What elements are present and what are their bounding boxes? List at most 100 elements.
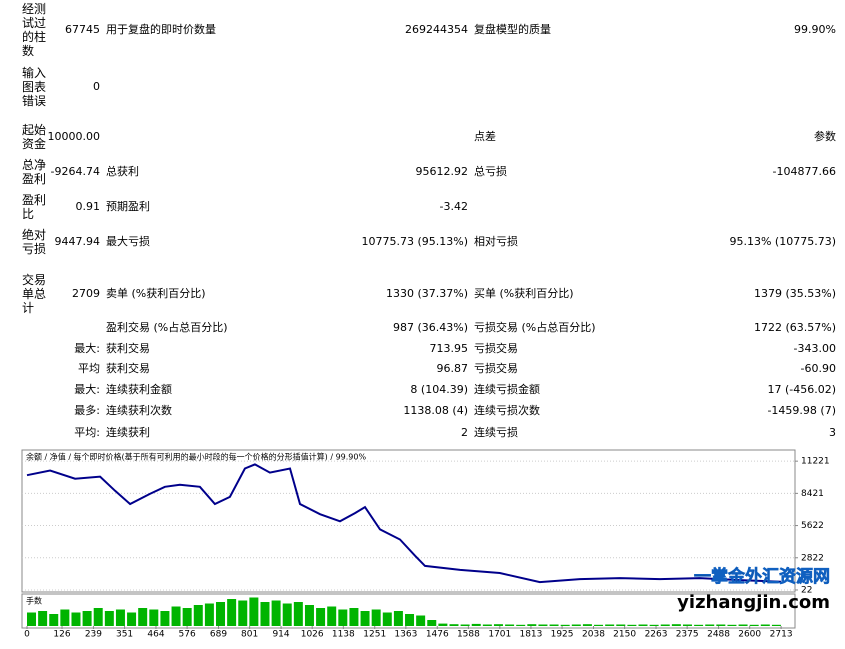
volume-bar: [638, 624, 648, 626]
volume-bar: [405, 614, 415, 626]
y-tick-label: 22: [801, 585, 812, 595]
x-tick-label: 239: [85, 630, 102, 640]
volume-bar: [338, 609, 348, 626]
volume-bar: [605, 624, 615, 626]
report-value: -3.42: [439, 200, 468, 213]
x-tick-label: 2263: [645, 630, 668, 640]
volume-bar: [49, 614, 59, 626]
report-label: 总获利: [106, 165, 139, 178]
x-tick-label: 1588: [457, 630, 480, 640]
report-value: 最大:: [74, 383, 100, 396]
volume-label: 手数: [26, 596, 42, 606]
report-label: 总亏损: [474, 165, 507, 178]
y-tick-label: 8421: [801, 489, 824, 499]
volume-bar: [671, 624, 681, 626]
volume-bar: [616, 624, 626, 626]
volume-bar: [682, 624, 692, 626]
volume-bar: [349, 608, 359, 626]
report-value: 0: [93, 80, 100, 93]
volume-bar: [371, 609, 381, 626]
report-label: 连续获利: [106, 426, 150, 439]
volume-bar: [427, 620, 437, 626]
volume-bar: [249, 597, 259, 626]
watermark-site: yizhangjin.com: [677, 592, 830, 613]
report-label: 买单 (%获利百分比): [474, 287, 574, 300]
x-tick-label: 1813: [519, 630, 542, 640]
x-tick-label: 1701: [488, 630, 511, 640]
volume-bar: [115, 609, 125, 626]
report-value: 713.95: [429, 342, 469, 355]
volume-bar: [60, 609, 70, 626]
x-tick-label: 464: [147, 630, 164, 640]
report-label: 复盘模型的质量: [474, 23, 551, 36]
balance-line: [26, 463, 782, 584]
legend: 余额 / 净值 / 每个即时价格(基于所有可利用的最小时段的每一个价格的分形插值…: [26, 452, 366, 462]
report-value: 1330 (37.37%): [385, 287, 468, 300]
volume-bar: [104, 611, 114, 626]
report-label: 亏损交易: [474, 342, 518, 355]
report-label: 绝对亏损: [22, 228, 47, 256]
volume-bar: [71, 612, 81, 626]
volume-bar: [227, 599, 237, 626]
report-value: -9264.74: [50, 165, 100, 178]
x-tick-label: 1138: [332, 630, 355, 640]
report-label: 最大亏损: [106, 235, 150, 248]
report-label: 亏损交易: [474, 362, 518, 375]
report-value: 10000.00: [47, 130, 101, 143]
volume-bar: [38, 611, 48, 626]
report-value: 平均: [78, 362, 100, 375]
volume-bar: [716, 624, 726, 626]
report-label: 盈利比: [22, 193, 47, 221]
report-label: 连续获利金额: [106, 383, 172, 396]
report-value: 2: [461, 426, 468, 439]
report-value: -343.00: [793, 342, 836, 355]
volume-bar: [760, 624, 770, 626]
x-tick-label: 2150: [613, 630, 636, 640]
volume-bar: [594, 624, 604, 626]
x-tick-label: 0: [24, 630, 30, 640]
report-value: 987 (36.43%): [392, 321, 468, 334]
volume-bar: [482, 624, 492, 626]
volume-bar: [238, 600, 248, 626]
volume-bar: [260, 602, 270, 626]
report-label: 起始资金: [22, 123, 47, 151]
report-value: 3: [829, 426, 836, 439]
volume-bar: [505, 624, 515, 626]
volume-bar: [493, 624, 503, 626]
report-value: -104877.66: [772, 165, 836, 178]
y-tick-label: 5622: [801, 521, 824, 531]
report-label: 获利交易: [106, 362, 150, 375]
report-value: 269244354: [405, 23, 468, 36]
volume-bar: [93, 608, 103, 626]
report-value: -1459.98 (7): [767, 404, 836, 417]
volume-bar: [382, 612, 392, 626]
report-value: 17 (-456.02): [767, 383, 836, 396]
report-label: 连续获利次数: [106, 404, 172, 417]
x-tick-label: 1925: [551, 630, 574, 640]
volume-bar: [749, 624, 759, 626]
volume-bar: [449, 624, 459, 626]
x-tick-label: 351: [116, 630, 133, 640]
report-label: 连续亏损: [474, 426, 518, 439]
report-label: 盈利交易 (%占总百分比): [106, 321, 228, 334]
report-value: 8 (104.39): [410, 383, 468, 396]
x-tick-label: 2488: [707, 630, 730, 640]
volume-bar: [538, 624, 548, 626]
volume-bar: [193, 605, 203, 626]
volume-bar: [727, 624, 737, 626]
x-tick-label: 1476: [426, 630, 449, 640]
volume-bar: [649, 624, 659, 626]
report-label: 亏损交易 (%占总百分比): [474, 321, 596, 334]
volume-bar: [160, 611, 170, 626]
report-value: 最大:: [74, 342, 100, 355]
volume-bar: [471, 623, 481, 626]
x-tick-label: 2375: [676, 630, 699, 640]
volume-bar: [182, 608, 192, 626]
volume-bar: [694, 624, 704, 626]
y-tick-label: 2822: [801, 553, 824, 563]
x-tick-label: 801: [241, 630, 258, 640]
x-tick-label: 914: [272, 630, 289, 640]
volume-bar: [204, 603, 214, 626]
watermark-cn: 一掌金外汇资源网: [694, 566, 830, 587]
